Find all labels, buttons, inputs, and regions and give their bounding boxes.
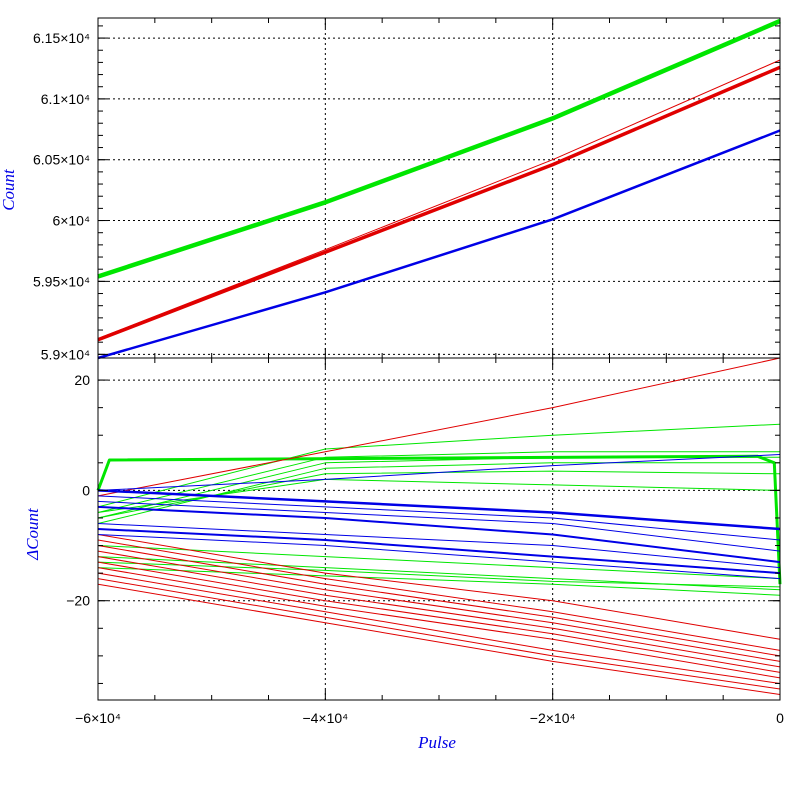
series-line-26 <box>97 500 781 552</box>
series-line-12 <box>97 357 781 497</box>
y-tick-label: 5.95×10⁴ <box>33 273 90 289</box>
series-line-20 <box>97 572 781 684</box>
series-line-22 <box>97 583 781 695</box>
series-line-10 <box>97 567 781 596</box>
y-tick-label: 6.15×10⁴ <box>33 30 90 46</box>
y-tick-label: 6.1×10⁴ <box>41 91 90 107</box>
series-line-29 <box>97 528 781 575</box>
bottom-y-axis-title: ΔCount <box>23 507 42 561</box>
series-line-1 <box>97 18 781 279</box>
top-series-group <box>97 18 781 360</box>
series-line-14 <box>97 539 781 651</box>
series-line-30 <box>97 534 781 580</box>
y-tick-label: −20 <box>66 593 90 609</box>
bottom-y-tick-labels: 20 0 −20 <box>66 372 90 609</box>
series-line-16 <box>97 550 781 662</box>
series-line-21 <box>97 578 781 690</box>
y-tick-label: 0 <box>82 482 90 498</box>
series-line-18 <box>97 561 781 673</box>
series-line-8 <box>97 545 781 580</box>
series-line-24 <box>97 489 781 531</box>
y-tick-label: 5.9×10⁴ <box>41 346 90 362</box>
top-gridlines <box>98 18 780 358</box>
series-line-4 <box>97 129 781 360</box>
series-line-23 <box>97 454 781 491</box>
series-line-3 <box>97 59 781 339</box>
x-tick-label: −6×10⁴ <box>75 710 121 726</box>
y-tick-label: 6.05×10⁴ <box>33 152 90 168</box>
top-y-axis-title: Count <box>0 168 18 211</box>
y-tick-label: 6×10⁴ <box>52 213 90 229</box>
bottom-panel: 20 0 −20 −6×10⁴ −4×10⁴ −2×10⁴ 0 ΔCount Pulse <box>23 357 784 752</box>
series-line-13 <box>97 534 781 640</box>
x-tick-label: −2×10⁴ <box>530 710 576 726</box>
x-tick-label: −4×10⁴ <box>302 710 348 726</box>
y-tick-label: 20 <box>74 372 90 388</box>
series-line-4 <box>97 456 780 519</box>
x-axis-title: Pulse <box>417 733 456 752</box>
bottom-gridlines <box>98 358 780 700</box>
bottom-tick-marks <box>97 358 781 700</box>
top-tick-marks <box>97 18 781 358</box>
bottom-series-group <box>96 357 782 695</box>
top-plot-frame <box>97 17 781 359</box>
series-line-19 <box>97 567 781 679</box>
bottom-plot-frame <box>97 357 781 701</box>
bottom-x-tick-labels: −6×10⁴ −4×10⁴ −2×10⁴ 0 <box>75 710 784 726</box>
series-line-25 <box>97 495 781 541</box>
series-line-27 <box>97 505 781 564</box>
series-line-11 <box>97 561 781 588</box>
top-y-tick-labels: 5.9×10⁴ 5.95×10⁴ 6×10⁴ 6.05×10⁴ 6.1×10⁴ 6.15×… <box>33 30 90 362</box>
series-line-17 <box>97 556 781 668</box>
series-line-2 <box>97 423 781 508</box>
series-line-28 <box>97 523 781 569</box>
series-line-2 <box>97 65 781 342</box>
series-line-1 <box>96 454 782 585</box>
x-tick-label: 0 <box>776 710 784 726</box>
top-panel: 5.9×10⁴ 5.95×10⁴ 6×10⁴ 6.05×10⁴ 6.1×10⁴ 6.15×… <box>0 17 781 362</box>
series-line-15 <box>97 545 781 657</box>
